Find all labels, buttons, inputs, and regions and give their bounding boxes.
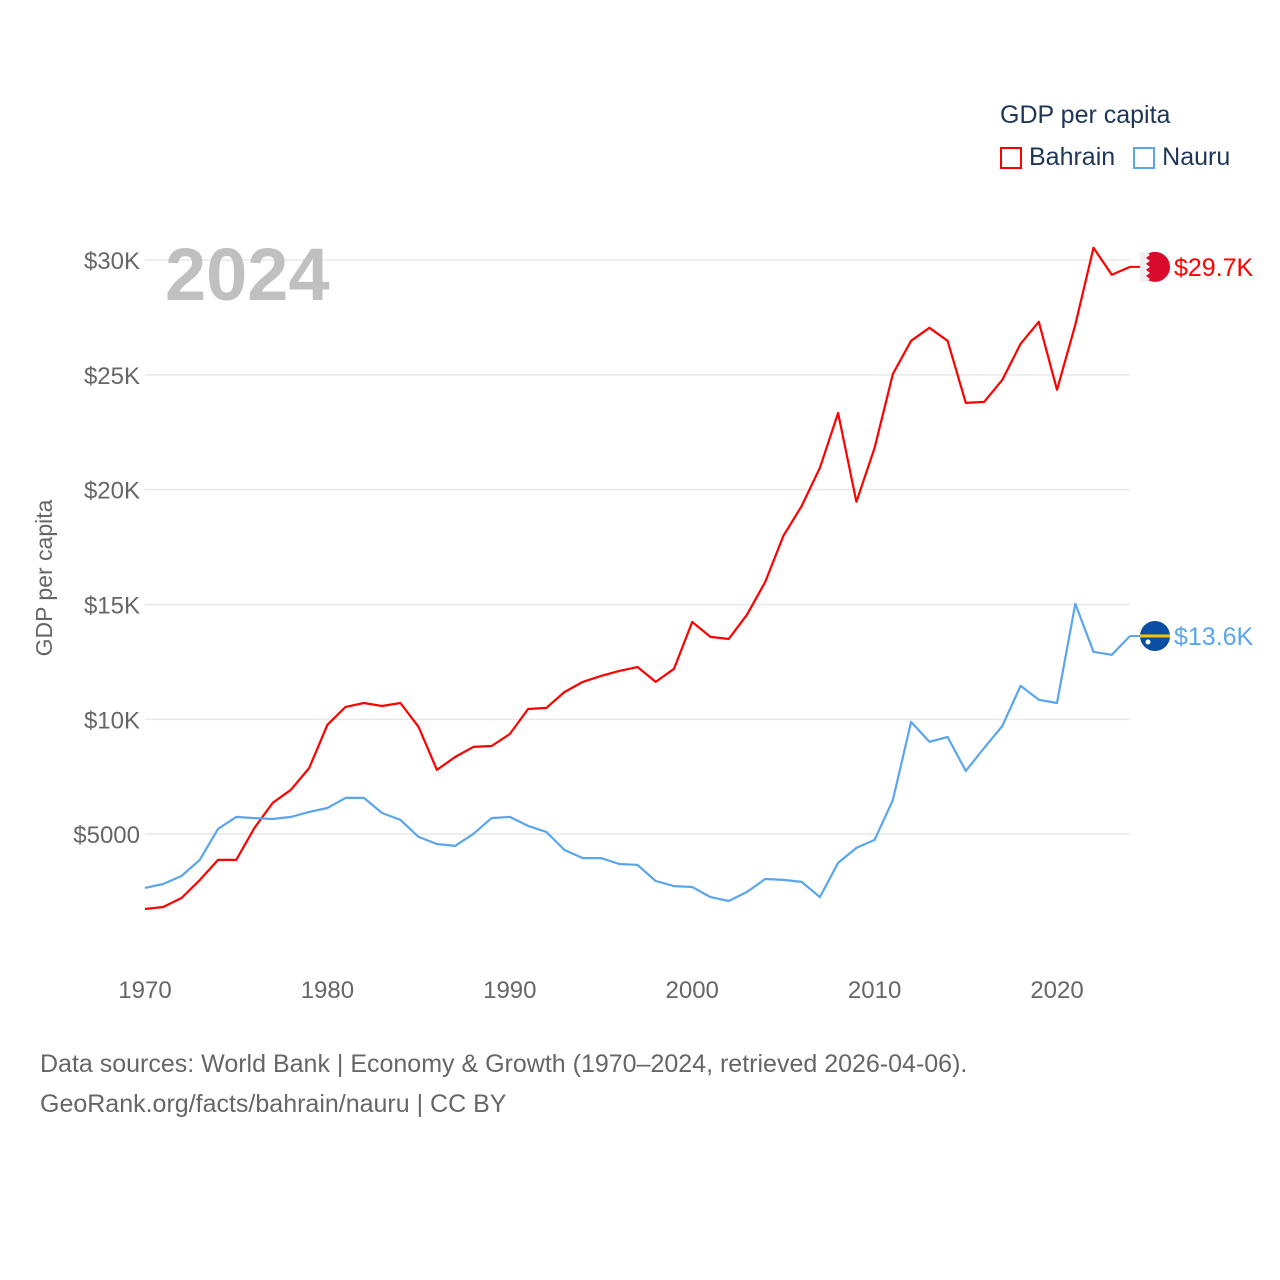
legend-swatch-nauru xyxy=(1133,146,1156,169)
x-tick-label: 2000 xyxy=(666,977,719,1004)
y-tick-label: $20K xyxy=(84,478,140,505)
footer: Data sources: World Bank | Economy & Gro… xyxy=(40,1044,967,1124)
legend-swatch-bahrain xyxy=(1000,146,1022,169)
y-tick-label: $30K xyxy=(84,248,140,275)
bahrain-flag-white xyxy=(1140,251,1150,282)
legend-label-nauru: Nauru xyxy=(1162,143,1231,171)
x-tick-label: 1990 xyxy=(483,977,536,1004)
x-tick-label: 1980 xyxy=(301,977,354,1004)
source-link[interactable]: GeoRank.org/facts/bahrain/nauru | CC BY xyxy=(40,1090,507,1118)
nauru-flag-stripe xyxy=(1140,634,1170,638)
legend-item-bahrain[interactable]: Bahrain xyxy=(1000,143,1115,172)
y-tick-label: $10K xyxy=(84,707,140,734)
end-value-label-nauru: $13.6K xyxy=(1174,623,1254,651)
legend-item-nauru[interactable]: Nauru xyxy=(1133,143,1230,172)
series-line-bahrain xyxy=(144,246,1131,911)
legend-label-bahrain: Bahrain xyxy=(1029,143,1116,171)
y-tick-label: $5000 xyxy=(73,822,140,849)
x-tick-label: 1970 xyxy=(118,977,171,1004)
x-tick-label: 2020 xyxy=(1030,977,1083,1004)
x-tick-label: 2010 xyxy=(848,977,901,1004)
data-sources: Data sources: World Bank | Economy & Gro… xyxy=(40,1050,968,1078)
legend: Bahrain Nauru xyxy=(1000,143,1230,172)
y-tick-label: $25K xyxy=(84,363,140,390)
end-value-label-bahrain: $29.7K xyxy=(1174,254,1254,282)
year-label: 2024 xyxy=(165,233,330,316)
y-axis-label: GDP per capita xyxy=(31,499,57,656)
nauru-flag-star xyxy=(1145,639,1151,645)
y-tick-label: $15K xyxy=(84,593,140,620)
series-line-nauru xyxy=(144,602,1131,903)
legend-title: GDP per capita xyxy=(1000,101,1171,129)
